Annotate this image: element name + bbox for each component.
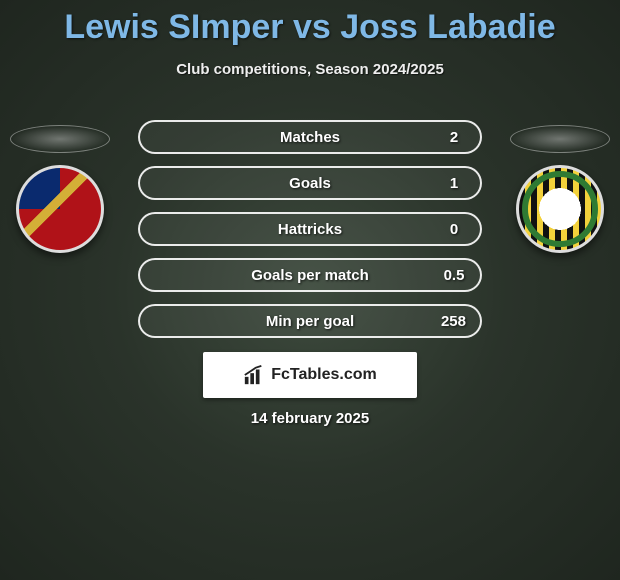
crest-shadow-oval (10, 125, 110, 153)
crest-shadow-oval (510, 125, 610, 153)
club-badge-wealdstone (16, 165, 104, 253)
stat-label: Goals per match (140, 267, 480, 284)
page-subtitle: Club competitions, Season 2024/2025 (0, 61, 620, 78)
player1-crest (10, 115, 110, 215)
stat-label: Goals (140, 175, 480, 192)
stat-row-min-per-goal: Min per goal 258 (138, 304, 482, 338)
stat-label: Hattricks (140, 221, 480, 238)
stat-label: Matches (140, 129, 480, 146)
stat-row-matches: Matches 2 (138, 120, 482, 154)
stats-bars-icon (243, 364, 265, 386)
stat-row-hattricks: Hattricks 0 (138, 212, 482, 246)
stats-panel: Matches 2 Goals 1 Hattricks 0 Goals per … (138, 120, 482, 350)
brand-text: FcTables.com (271, 366, 377, 384)
stat-label: Min per goal (140, 313, 480, 330)
brand-box: FcTables.com (203, 352, 417, 398)
player2-crest (510, 115, 610, 215)
stat-row-goals-per-match: Goals per match 0.5 (138, 258, 482, 292)
club-badge-solihull-moors (516, 165, 604, 253)
page-date: 14 february 2025 (0, 410, 620, 427)
page-title: Lewis SImper vs Joss Labadie (0, 0, 620, 47)
stat-row-goals: Goals 1 (138, 166, 482, 200)
